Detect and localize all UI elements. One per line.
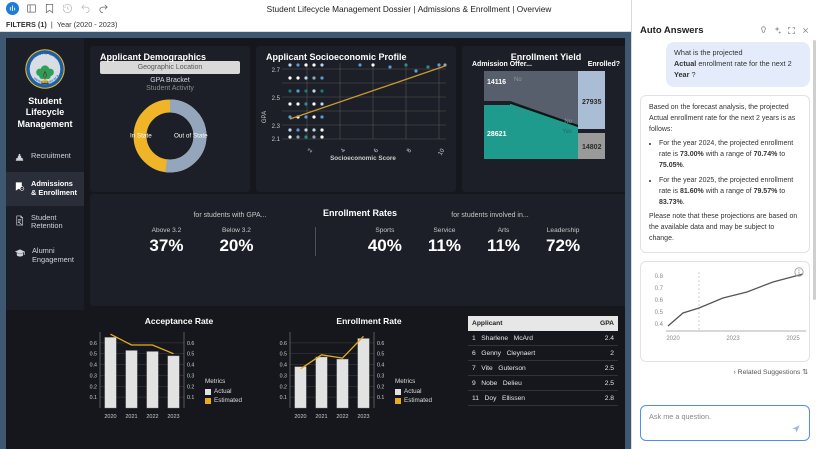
svg-text:0.5: 0.5 <box>280 352 287 358</box>
svg-text:6: 6 <box>373 147 380 153</box>
svg-text:0.4: 0.4 <box>187 363 194 369</box>
svg-text:0.4: 0.4 <box>280 363 287 369</box>
svg-text:2023: 2023 <box>357 414 369 420</box>
svg-text:2021: 2021 <box>315 414 327 420</box>
svg-text:GPA: GPA <box>262 111 268 123</box>
svg-text:2023: 2023 <box>726 336 740 342</box>
svg-text:0.7: 0.7 <box>655 286 664 292</box>
svg-text:2022: 2022 <box>336 414 348 420</box>
svg-text:0.3: 0.3 <box>377 373 384 379</box>
svg-text:0.1: 0.1 <box>187 395 194 401</box>
svg-text:0.5: 0.5 <box>655 310 664 316</box>
svg-text:10: 10 <box>438 147 447 156</box>
svg-text:0.5: 0.5 <box>187 352 194 358</box>
svg-text:2025: 2025 <box>786 336 800 342</box>
svg-text:2.3: 2.3 <box>272 124 281 130</box>
svg-text:0.8: 0.8 <box>655 274 664 280</box>
svg-text:2.1: 2.1 <box>272 137 281 143</box>
svg-text:0.4: 0.4 <box>655 322 664 328</box>
svg-text:Yes: Yes <box>514 110 524 116</box>
svg-text:2020: 2020 <box>104 414 116 420</box>
svg-text:0.5: 0.5 <box>377 352 384 358</box>
svg-text:0.3: 0.3 <box>90 373 97 379</box>
svg-text:2021: 2021 <box>125 414 137 420</box>
svg-text:0.5: 0.5 <box>90 352 97 358</box>
svg-text:2022: 2022 <box>146 414 158 420</box>
svg-text:28621: 28621 <box>487 131 507 138</box>
svg-text:No: No <box>564 119 572 125</box>
svg-text:2.5: 2.5 <box>272 96 281 102</box>
svg-text:4: 4 <box>340 147 347 153</box>
svg-text:27935: 27935 <box>582 99 602 106</box>
svg-text:0.6: 0.6 <box>655 298 664 304</box>
svg-text:0.6: 0.6 <box>280 341 287 347</box>
svg-text:0.2: 0.2 <box>187 384 194 390</box>
svg-text:0.6: 0.6 <box>90 341 97 347</box>
svg-text:0.2: 0.2 <box>90 384 97 390</box>
svg-text:0.1: 0.1 <box>377 395 384 401</box>
svg-text:0.1: 0.1 <box>90 395 97 401</box>
svg-text:2020: 2020 <box>666 336 680 342</box>
svg-text:14116: 14116 <box>487 79 506 86</box>
svg-text:Yes: Yes <box>562 129 572 135</box>
svg-text:0.6: 0.6 <box>377 341 384 347</box>
svg-text:2023: 2023 <box>167 414 179 420</box>
svg-text:2020: 2020 <box>294 414 306 420</box>
svg-text:2: 2 <box>307 147 314 153</box>
svg-text:0.2: 0.2 <box>377 384 384 390</box>
svg-text:No: No <box>514 77 522 83</box>
svg-text:2.7: 2.7 <box>272 68 281 74</box>
svg-text:0.6: 0.6 <box>187 341 194 347</box>
svg-text:0.1: 0.1 <box>280 395 287 401</box>
svg-text:0.3: 0.3 <box>280 373 287 379</box>
svg-text:Socioeconomic Score: Socioeconomic Score <box>330 155 396 161</box>
svg-text:0.4: 0.4 <box>377 363 384 369</box>
svg-text:0.3: 0.3 <box>187 373 194 379</box>
svg-text:8: 8 <box>406 147 413 153</box>
svg-text:14802: 14802 <box>582 144 602 151</box>
svg-text:0.4: 0.4 <box>90 363 97 369</box>
svg-text:0.2: 0.2 <box>280 384 287 390</box>
